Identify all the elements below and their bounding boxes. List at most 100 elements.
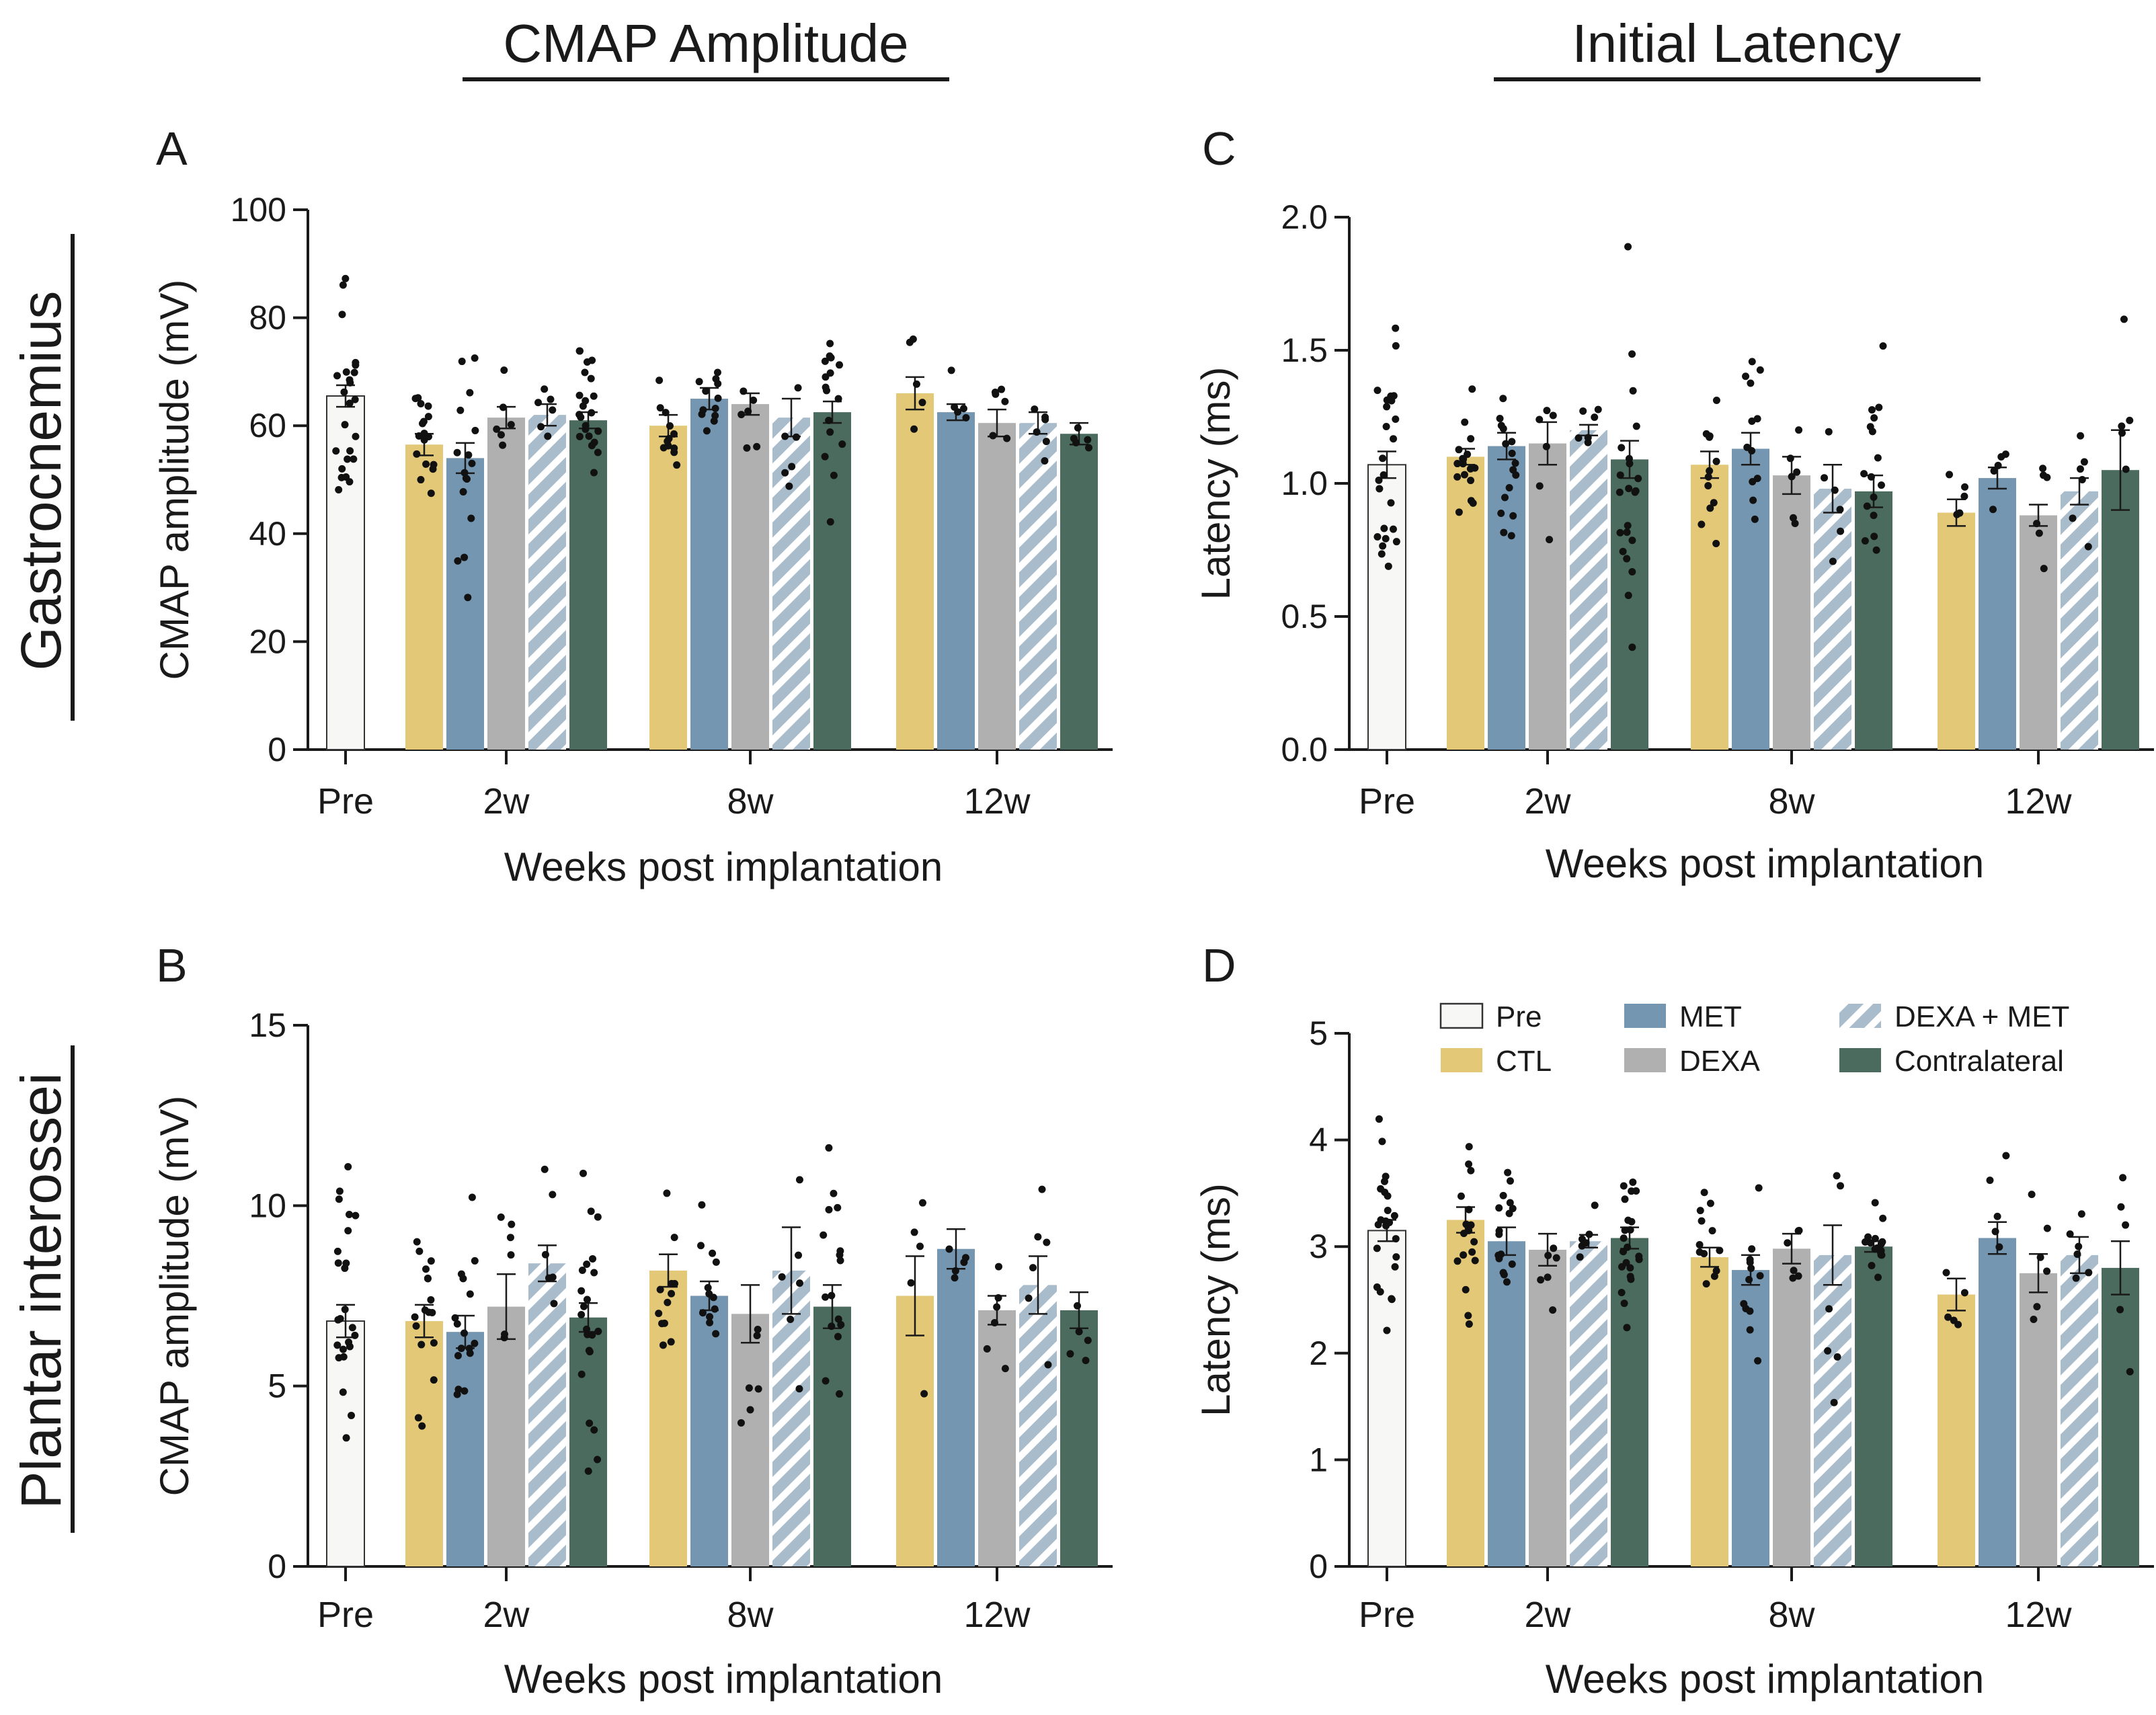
data-point [342,1434,350,1442]
data-point [1502,440,1510,448]
data-point [594,427,602,435]
data-point [427,1257,435,1265]
data-point [2119,1174,2127,1182]
data-point [737,1419,745,1427]
bar-contra-12w [2102,1267,2139,1566]
data-point [1387,499,1395,507]
bar-ctl-8w [649,426,687,750]
data-point [1954,1320,1962,1328]
y-tick-label: 5 [268,1367,286,1405]
data-point [1469,499,1477,507]
data-point [575,391,584,399]
data-point [1467,477,1475,485]
data-point [1793,468,1801,476]
bar-met-8w [690,399,728,750]
data-point [1712,396,1720,404]
data-point [1860,470,1868,478]
data-point [585,432,593,440]
data-point [420,430,428,438]
data-point [998,385,1006,393]
data-point [1831,486,1839,494]
data-point [414,1414,422,1422]
bar-contra-8w [813,412,851,750]
data-point [417,1341,426,1349]
data-point [458,358,466,366]
data-point [335,485,343,493]
data-point [836,1257,844,1265]
data-point [836,1247,844,1255]
data-point [947,366,955,374]
data-point [1066,1350,1074,1358]
data-point [1875,403,1883,411]
bar-dexa-2w [1529,443,1566,750]
bar-ctl-8w [649,1270,687,1566]
data-point [1455,508,1463,516]
bar-met-8w [1732,448,1769,750]
bar-dexa-12w [978,1310,1016,1566]
x-tick-label: Pre [1359,1595,1415,1635]
data-point [412,1322,420,1330]
data-point [993,1303,1001,1311]
y-axis-title: CMAP amplitude (mV) [152,280,197,680]
panel-b: B 0 5 10 15 CMAP amplitude (mV) Pre 2w 8w 12w Week… [152,939,1113,1702]
bar-dexa-12w [2020,515,2057,750]
data-point [704,1283,712,1291]
data-point [1471,1257,1479,1265]
data-point [341,1306,349,1314]
data-point [334,1316,342,1324]
data-point [430,1376,438,1384]
data-point [1499,395,1507,403]
data-point [588,409,596,417]
y-axis-title: CMAP amplitude (mV) [152,1096,197,1497]
data-point [918,399,926,407]
data-point [1467,1166,1475,1174]
data-point [826,352,834,360]
data-point [740,387,748,395]
data-point [1870,532,1878,541]
data-point [836,1390,844,1398]
data-point [668,1279,676,1287]
data-point [1507,532,1515,540]
y-tick-label: 20 [249,623,286,660]
data-point [1619,547,1627,555]
data-point [1501,493,1509,502]
data-point [1748,417,1756,425]
bar-dexa_met-8w [772,417,810,750]
data-point [352,1211,360,1220]
data-point [1001,1365,1009,1373]
data-point [706,1318,714,1326]
bar-dexa_met-2w [1570,1241,1607,1566]
data-point [2040,565,2048,573]
data-point [1824,1347,1832,1355]
data-point [1085,444,1093,452]
data-point [332,447,340,455]
data-point [1825,428,1833,436]
data-point [699,406,707,414]
bar-pre-pre [1367,464,1406,751]
data-point [656,1285,664,1293]
bar-dexa-12w [2020,1273,2057,1566]
data-point [1073,1302,1081,1310]
data-point [1790,1267,1798,1275]
data-point [1756,366,1764,374]
data-point [467,514,475,522]
data-point [1861,537,1869,545]
data-point [1712,457,1720,465]
data-point [994,1263,1002,1271]
data-point [2078,475,2086,483]
data-point [342,1259,350,1267]
data-point [508,1220,516,1228]
data-point [1960,1289,1968,1297]
data-point [1749,496,1757,504]
data-point [507,1251,515,1259]
data-point [668,1289,676,1298]
data-point [1382,1217,1390,1225]
data-point [750,396,758,404]
data-point [2039,465,2047,473]
bar-ctl-2w [405,444,443,750]
y-tick-label: 3 [1309,1228,1328,1265]
data-point [714,394,722,402]
data-point [581,368,589,376]
data-point [920,1390,928,1398]
data-point [584,1330,592,1339]
